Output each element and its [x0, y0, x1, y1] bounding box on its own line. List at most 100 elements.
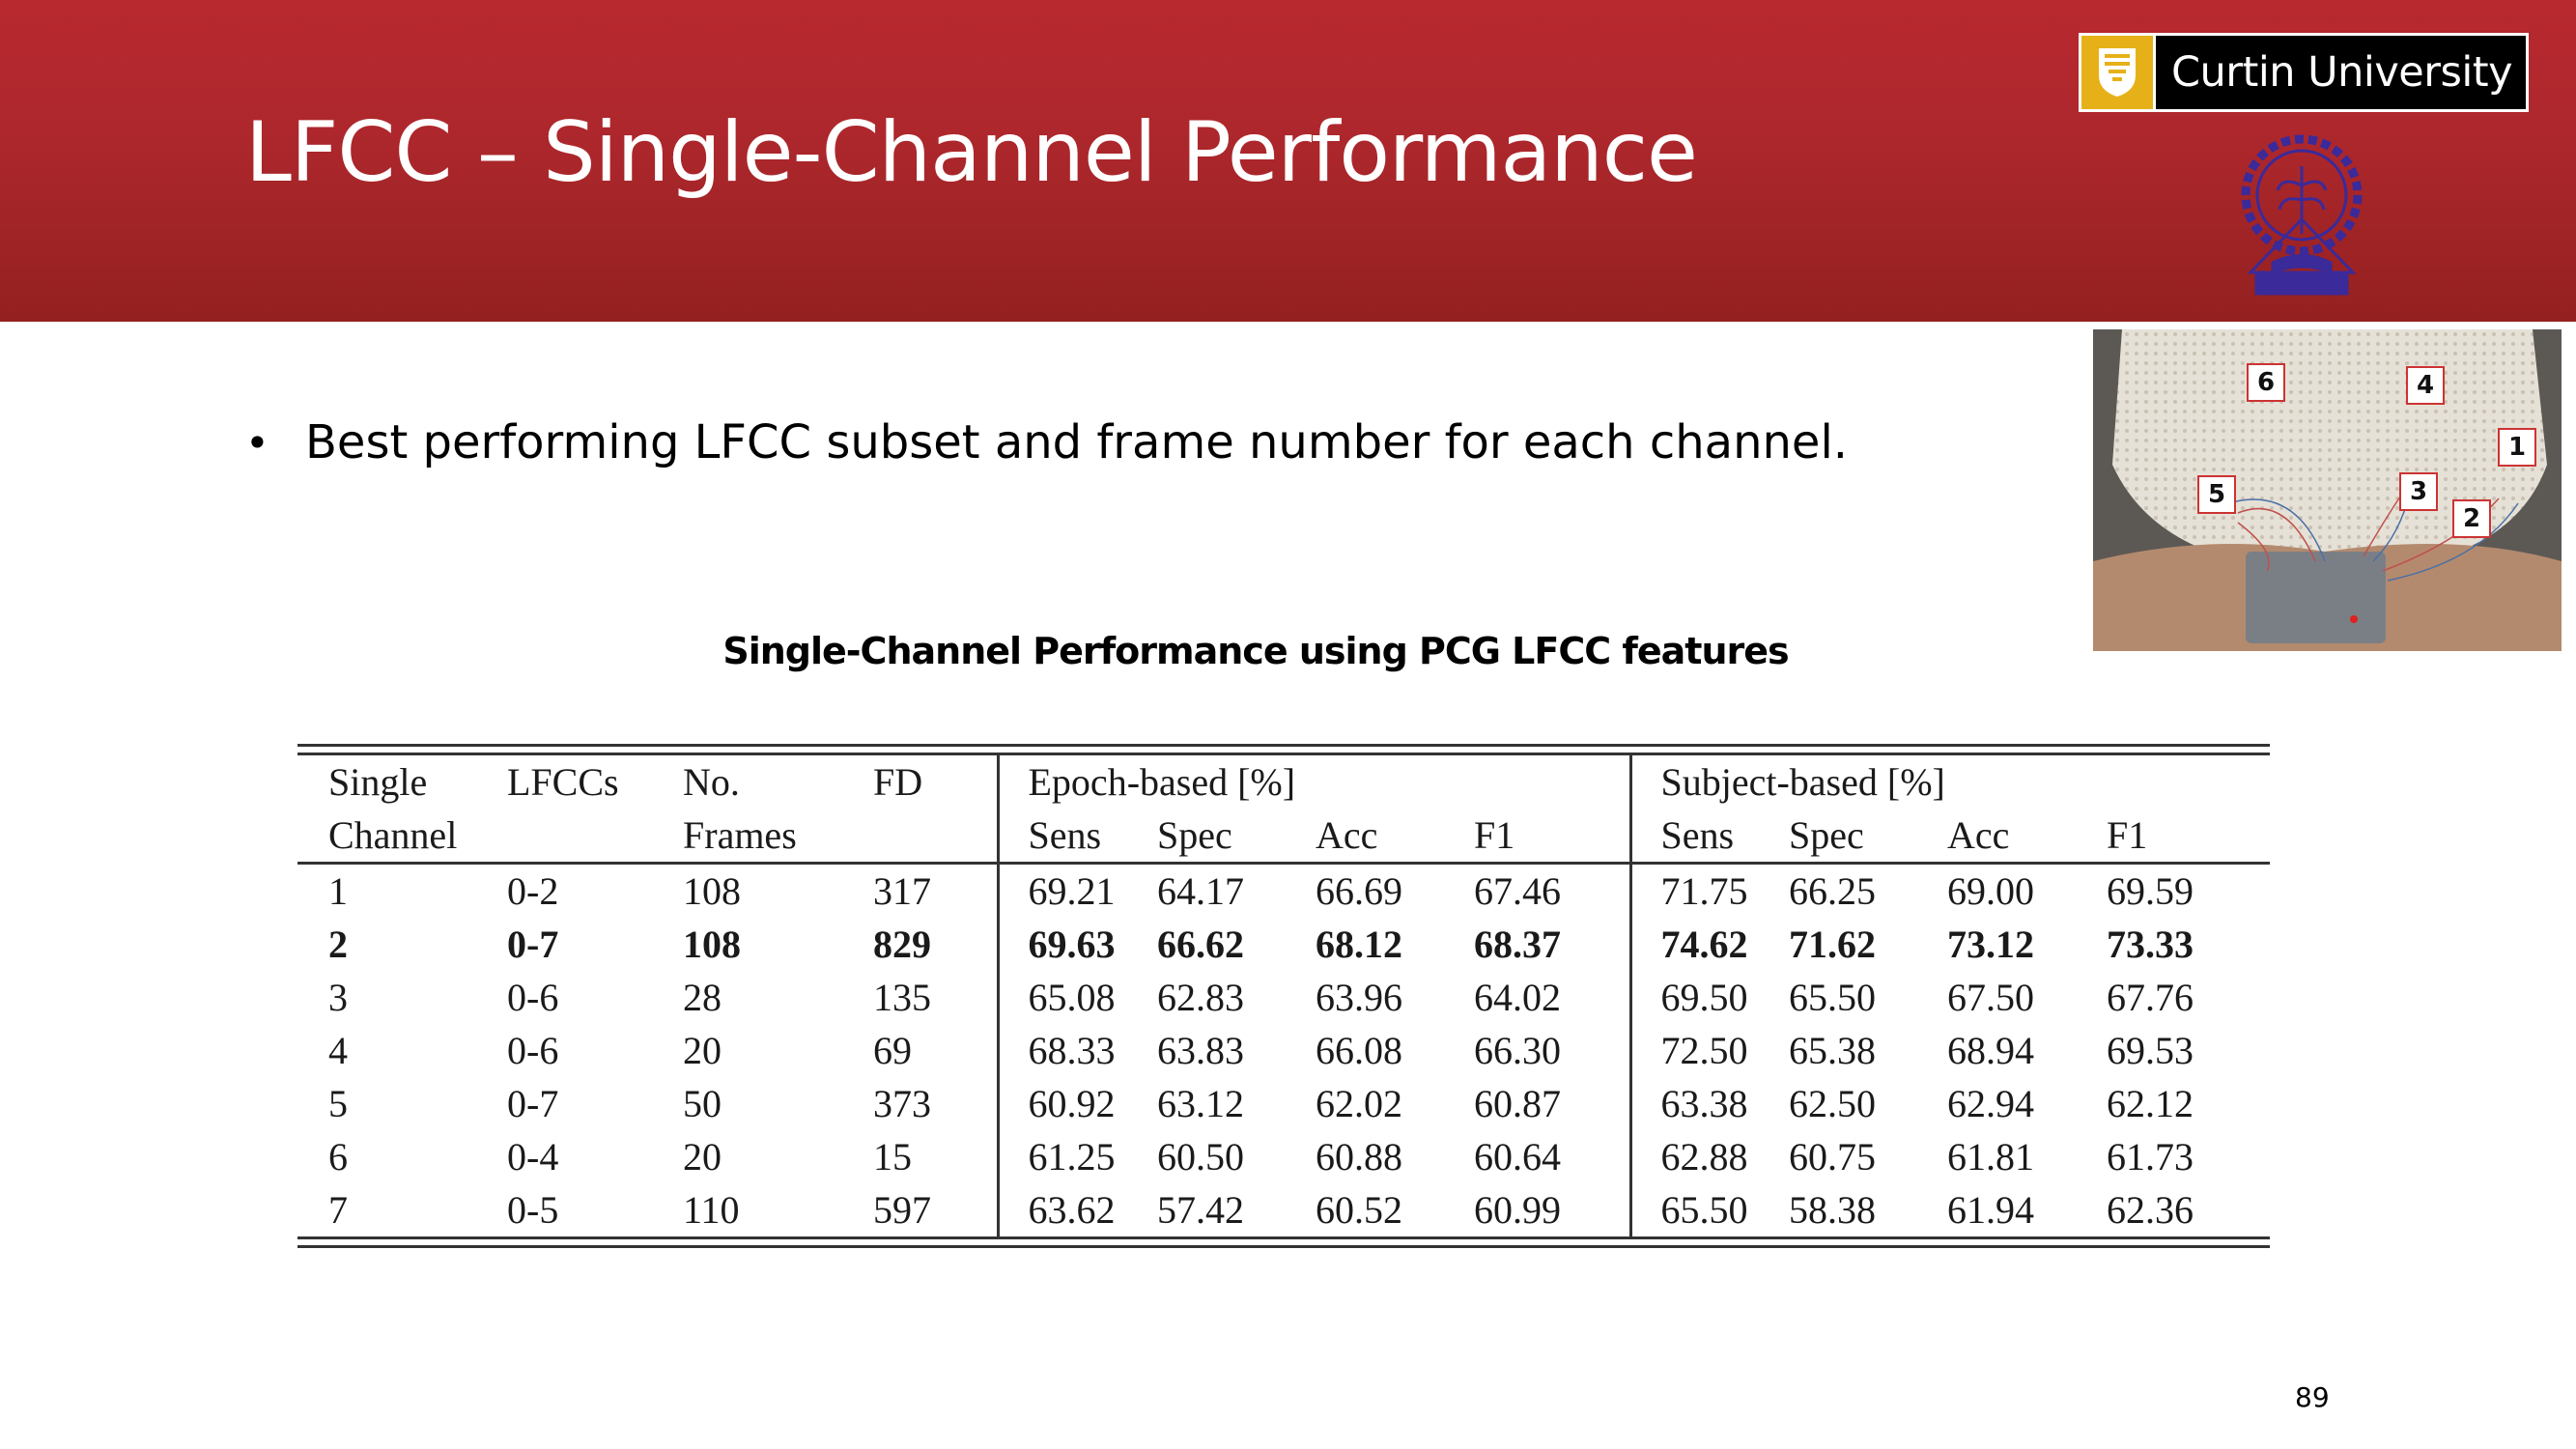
table-cell: 20: [683, 1029, 722, 1072]
sensor-placement-photo: 6 4 1 5 3 2: [2093, 329, 2562, 651]
header-subject-sens: Sens: [1630, 809, 1789, 865]
table-cell: 58.38: [1789, 1188, 1876, 1232]
table-cell: 71.75: [1660, 869, 1748, 913]
header-lfccs: LFCCs: [507, 760, 619, 804]
table-cell: 63.96: [1316, 976, 1402, 1019]
table-cell: 67.76: [2107, 976, 2194, 1019]
table-cell: 69.21: [1028, 869, 1116, 913]
table-cell: 62.83: [1157, 976, 1244, 1019]
table-row: 3 0-6 28 135 65.08 62.83 63.96 64.02 69.50 65.50 6…: [297, 971, 2270, 1024]
table-cell: 62.88: [1660, 1135, 1748, 1179]
table-caption: Single-Channel Performance using PCG LFC…: [722, 630, 1789, 672]
table-cell: 6: [328, 1135, 348, 1179]
table-cell: 66.69: [1316, 869, 1402, 913]
table-cell: 50: [683, 1082, 722, 1125]
bullet-icon: •: [245, 418, 269, 467]
table-cell: 7: [328, 1188, 348, 1232]
table-top-rule: [297, 744, 2270, 755]
table-cell: 108: [683, 869, 741, 913]
header-row-2: Channel Frames Sens Spec Acc F1 Sens Spe…: [297, 809, 2270, 865]
table-cell: 110: [683, 1188, 740, 1232]
table-cell: 60.88: [1316, 1135, 1402, 1179]
table-cell: 63.12: [1157, 1082, 1244, 1125]
table-cell: 66.25: [1789, 869, 1876, 913]
header-empty: [507, 809, 683, 865]
table-cell: 65.08: [1028, 976, 1116, 1019]
table-cell: 0-6: [507, 976, 559, 1019]
table-cell: 2: [328, 923, 348, 966]
table-cell: 65.38: [1789, 1029, 1876, 1072]
table-cell: 60.64: [1474, 1130, 1632, 1183]
header-epoch-acc: Acc: [1316, 809, 1474, 865]
table-cell: 66.30: [1474, 1024, 1632, 1077]
table-cell: 68.37: [1474, 918, 1632, 971]
header-empty: [873, 809, 1000, 865]
table-row: 1 0-2 108 317 69.21 64.17 66.69 67.46 71.75 66.25…: [297, 863, 2270, 918]
table-cell: 3: [328, 976, 348, 1019]
bullet-point: • Best performing LFCC subset and frame …: [245, 415, 1848, 469]
table-cell: 57.42: [1157, 1188, 1244, 1232]
channel-label-5: 5: [2197, 475, 2236, 514]
table-cell: 373: [873, 1077, 1000, 1130]
table-cell: 66.62: [1157, 923, 1244, 966]
table-cell: 74.62: [1660, 923, 1748, 966]
channel-label-3: 3: [2399, 472, 2438, 511]
table-cell: 15: [873, 1130, 1000, 1183]
table-cell: 73.33: [2107, 923, 2194, 966]
table-cell: 61.81: [1947, 1135, 2034, 1179]
table-cell: 69.00: [1947, 869, 2034, 913]
table-cell: 62.12: [2107, 1082, 2194, 1125]
table-row: 7 0-5 110 597 63.62 57.42 60.52 60.99 65.50 58.38…: [297, 1183, 2270, 1236]
table-cell: 0-7: [507, 923, 559, 966]
header-subject-f1: F1: [2107, 809, 2270, 865]
table-cell: 62.02: [1316, 1082, 1402, 1125]
header-epoch-spec: Spec: [1157, 809, 1316, 865]
table-cell: 62.50: [1789, 1082, 1876, 1125]
header-epoch-f1: F1: [1474, 809, 1632, 865]
table-cell: 60.75: [1789, 1135, 1876, 1179]
table-cell: 60.92: [1028, 1082, 1116, 1125]
table-cell: 0-2: [507, 869, 559, 913]
curtin-crest-icon: [2081, 36, 2156, 109]
table-row: 5 0-7 50 373 60.92 63.12 62.02 60.87 63.38 62.50 6…: [297, 1077, 2270, 1130]
table-cell: 61.94: [1947, 1188, 2034, 1232]
header-frames: Frames: [683, 809, 873, 865]
table-cell: 61.73: [2107, 1135, 2194, 1179]
table-cell: 69.50: [1660, 976, 1748, 1019]
table-cell: 60.99: [1474, 1183, 1632, 1236]
table-cell: 60.87: [1474, 1077, 1632, 1130]
channel-label-4: 4: [2406, 366, 2445, 405]
table-cell: 4: [328, 1029, 348, 1072]
header-no: No.: [683, 760, 740, 804]
table-cell: 20: [683, 1135, 722, 1179]
slide-title: LFCC – Single-Channel Performance: [245, 104, 1698, 201]
curtin-logo-text: Curtin University: [2171, 48, 2513, 97]
table-cell: 71.62: [1789, 923, 1876, 966]
table-cell: 1: [328, 869, 348, 913]
title-banner: LFCC – Single-Channel Performance Curtin…: [0, 0, 2576, 322]
table-cell: 135: [873, 971, 1000, 1024]
header-single: Single: [328, 760, 428, 804]
header-epoch-sens: Sens: [998, 809, 1157, 865]
table-row: 4 0-6 20 69 68.33 63.83 66.08 66.30 72.50 65.38 68…: [297, 1024, 2270, 1077]
header-channel: Channel: [297, 809, 507, 865]
table-cell: 0-6: [507, 1029, 559, 1072]
table-cell: 5: [328, 1082, 348, 1125]
table-cell: 60.50: [1157, 1135, 1244, 1179]
table-cell: 66.08: [1316, 1029, 1402, 1072]
table-cell: 64.17: [1157, 869, 1244, 913]
header-subject-spec: Spec: [1789, 809, 1947, 865]
table-cell: 72.50: [1660, 1029, 1748, 1072]
table-cell: 61.25: [1028, 1135, 1116, 1179]
table-bottom-rule: [297, 1236, 2270, 1248]
table-cell: 0-5: [507, 1188, 559, 1232]
table-cell: 62.94: [1947, 1082, 2034, 1125]
bullet-text: Best performing LFCC subset and frame nu…: [305, 415, 1849, 469]
header-epoch-based: Epoch-based [%]: [998, 755, 1632, 809]
performance-table: Single LFCCs No. FD Epoch-based [%] Subj…: [297, 744, 2270, 1248]
table-row: 2 0-7 108 829 69.63 66.62 68.12 68.37 74.62 71.62…: [297, 918, 2270, 971]
iit-kharagpur-seal-icon: [2241, 134, 2363, 296]
table-cell: 63.83: [1157, 1029, 1244, 1072]
table-cell: 73.12: [1947, 923, 2034, 966]
table-cell: 829: [873, 918, 1000, 971]
